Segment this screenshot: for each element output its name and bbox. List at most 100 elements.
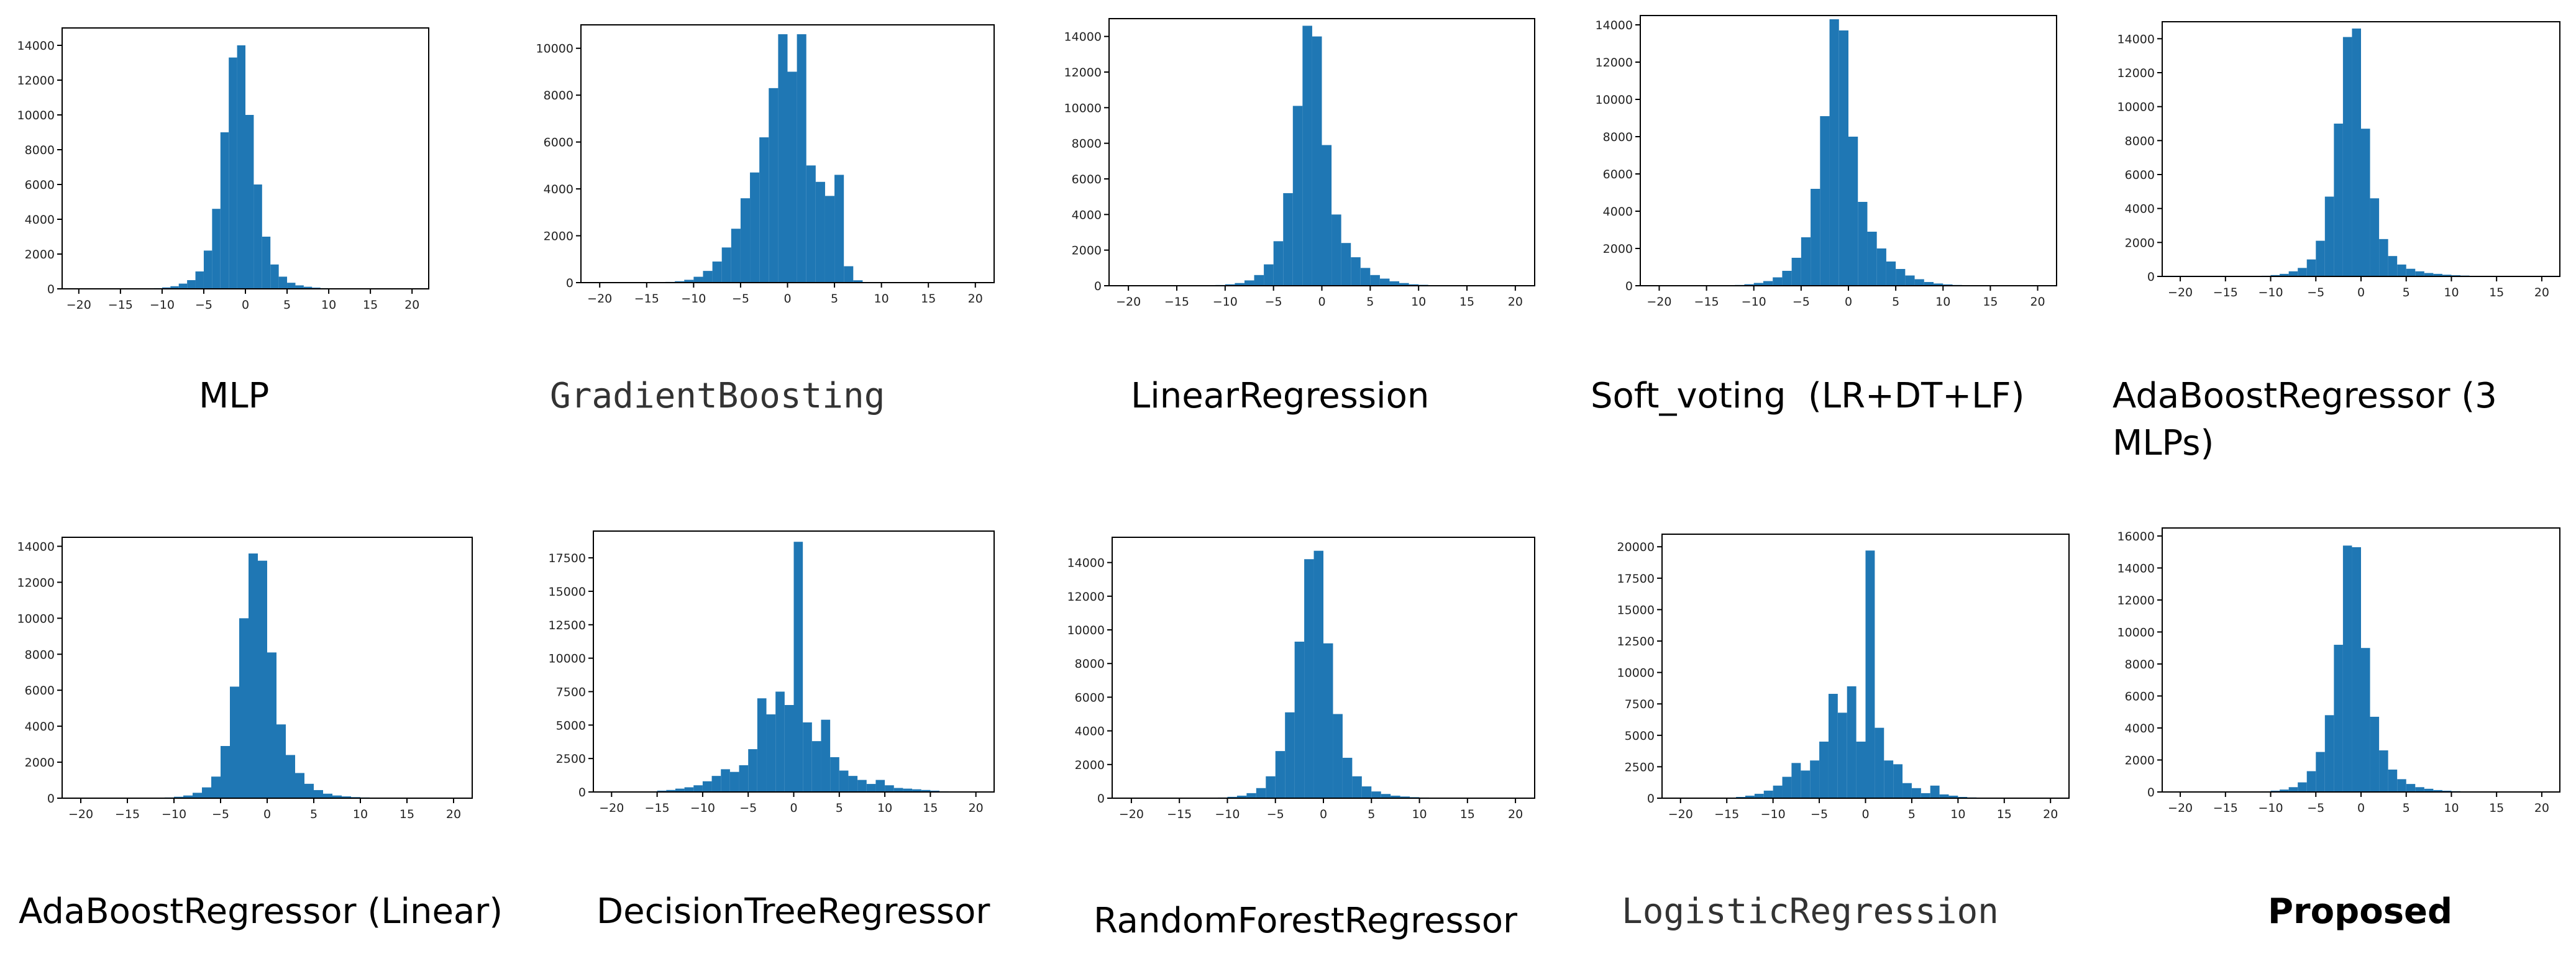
bar xyxy=(2280,273,2289,276)
x-tick-label: −20 xyxy=(2168,286,2193,299)
bar xyxy=(2388,256,2398,276)
bar xyxy=(245,115,254,289)
panel-logistic-regression: −20 −15 −10 −5 0 5 10 15 20 0 2500 5000 7500 10000 125… xyxy=(1591,522,2070,932)
x-tick-label: 10 xyxy=(1411,295,1426,309)
bar xyxy=(178,283,188,289)
histogram-logistic-regression: −20 −15 −10 −5 0 5 10 15 20 0 2500 5000 7500 10000 125… xyxy=(1617,534,2070,821)
y-tick-label: 8000 xyxy=(2125,134,2155,148)
bar xyxy=(1323,643,1333,798)
bar xyxy=(712,262,722,283)
bar xyxy=(1275,751,1286,798)
x-tick-label: 10 xyxy=(353,808,368,821)
panel-adaboost-mlps: −20 −15 −10 −5 0 5 10 15 20 0 2000 4000 6000 8000 1000… xyxy=(2112,12,2560,463)
bar xyxy=(1331,214,1341,286)
bar xyxy=(675,788,685,792)
y-tick-label: 2000 xyxy=(1603,242,1633,256)
bar xyxy=(2370,716,2380,792)
bar xyxy=(1227,796,1237,798)
bar xyxy=(684,787,694,792)
bar xyxy=(759,137,769,283)
x-tick-label: 5 xyxy=(1368,808,1375,821)
y-tick-label: 12000 xyxy=(17,74,55,88)
x-tick-label: 20 xyxy=(446,808,461,821)
bar xyxy=(729,771,739,792)
y-tick-label: 20000 xyxy=(1617,540,1655,554)
y-tick-label: 12000 xyxy=(2117,66,2155,80)
bar xyxy=(1773,785,1783,798)
y-tick-label: 8000 xyxy=(25,143,55,157)
x-tick-label: 15 xyxy=(2489,801,2504,815)
bar xyxy=(693,785,703,792)
x-tick-label: −20 xyxy=(2168,801,2193,815)
bar xyxy=(286,755,295,798)
bar xyxy=(1837,712,1847,798)
bar xyxy=(806,165,816,283)
bar xyxy=(1391,795,1400,798)
x-tick-label: −5 xyxy=(195,298,212,312)
x-tick-label: −20 xyxy=(599,801,624,815)
bar xyxy=(848,776,858,792)
histogram-proposed: −20 −15 −10 −5 0 5 10 15 20 0 2000 4000 6000 8000 1000… xyxy=(2117,527,2560,815)
bar xyxy=(1256,788,1266,798)
bar xyxy=(684,280,694,283)
y-tick-label: 12000 xyxy=(1596,56,1633,70)
x-tick-label: −15 xyxy=(2213,286,2238,299)
bar xyxy=(711,776,721,792)
y-tick-label: 0 xyxy=(1094,280,1102,293)
y-tick-label: 0 xyxy=(47,283,55,296)
bar xyxy=(202,787,211,798)
x-tick-label: 0 xyxy=(1320,808,1327,821)
y-tick-label: 2000 xyxy=(25,756,55,770)
bar xyxy=(2397,779,2406,792)
bar xyxy=(2324,196,2334,276)
x-tick-label: 15 xyxy=(2489,286,2504,299)
bar xyxy=(253,184,262,289)
y-tick-label: 2000 xyxy=(1075,758,1105,772)
bar xyxy=(2442,790,2452,792)
bar xyxy=(1896,269,1906,286)
bar xyxy=(2288,787,2298,792)
bar xyxy=(229,57,237,289)
bar xyxy=(2270,275,2280,276)
x-tick-label: 10 xyxy=(877,801,892,815)
bar xyxy=(2342,37,2352,276)
bar xyxy=(1810,760,1820,798)
x-tick-label: −10 xyxy=(1215,808,1240,821)
bar xyxy=(1791,258,1801,286)
bar xyxy=(1342,757,1353,798)
bar xyxy=(237,45,245,289)
bar xyxy=(675,281,685,283)
bar xyxy=(1285,712,1295,798)
bar xyxy=(1264,264,1274,286)
bar xyxy=(787,71,797,283)
bar xyxy=(1858,202,1868,286)
x-tick-label: 0 xyxy=(1845,295,1852,309)
bar xyxy=(2280,789,2289,792)
y-tick-label: 10000 xyxy=(536,42,573,56)
x-tick-label: −5 xyxy=(739,801,757,815)
bar xyxy=(2424,788,2434,792)
bar xyxy=(1312,36,1322,286)
y-tick-label: 4000 xyxy=(544,183,573,196)
bar xyxy=(1753,283,1763,286)
bar xyxy=(1379,278,1390,286)
y-tick-label: 14000 xyxy=(1596,19,1633,32)
bar xyxy=(170,286,179,289)
x-tick-label: 15 xyxy=(1983,295,1998,309)
bar xyxy=(1322,145,1332,286)
caption-mlp: MLP xyxy=(199,376,270,416)
bar xyxy=(921,789,931,792)
x-tick-label: −20 xyxy=(1668,808,1693,821)
x-tick-label: −5 xyxy=(1793,295,1810,309)
y-tick-label: 6000 xyxy=(25,684,55,698)
histogram-adaboost-linear: −20 −15 −10 −5 0 5 10 15 20 0 2000 4000 6000 8000 1000… xyxy=(17,537,473,821)
x-tick-label: 10 xyxy=(1935,295,1950,309)
x-tick-label: −5 xyxy=(1265,295,1282,309)
bar xyxy=(270,264,279,289)
bar xyxy=(2361,648,2370,792)
bar xyxy=(721,247,731,283)
bar xyxy=(2424,273,2434,276)
x-tick-label: 5 xyxy=(2403,286,2410,299)
y-tick-label: 10000 xyxy=(2117,626,2155,639)
x-tick-label: −5 xyxy=(1267,808,1284,821)
